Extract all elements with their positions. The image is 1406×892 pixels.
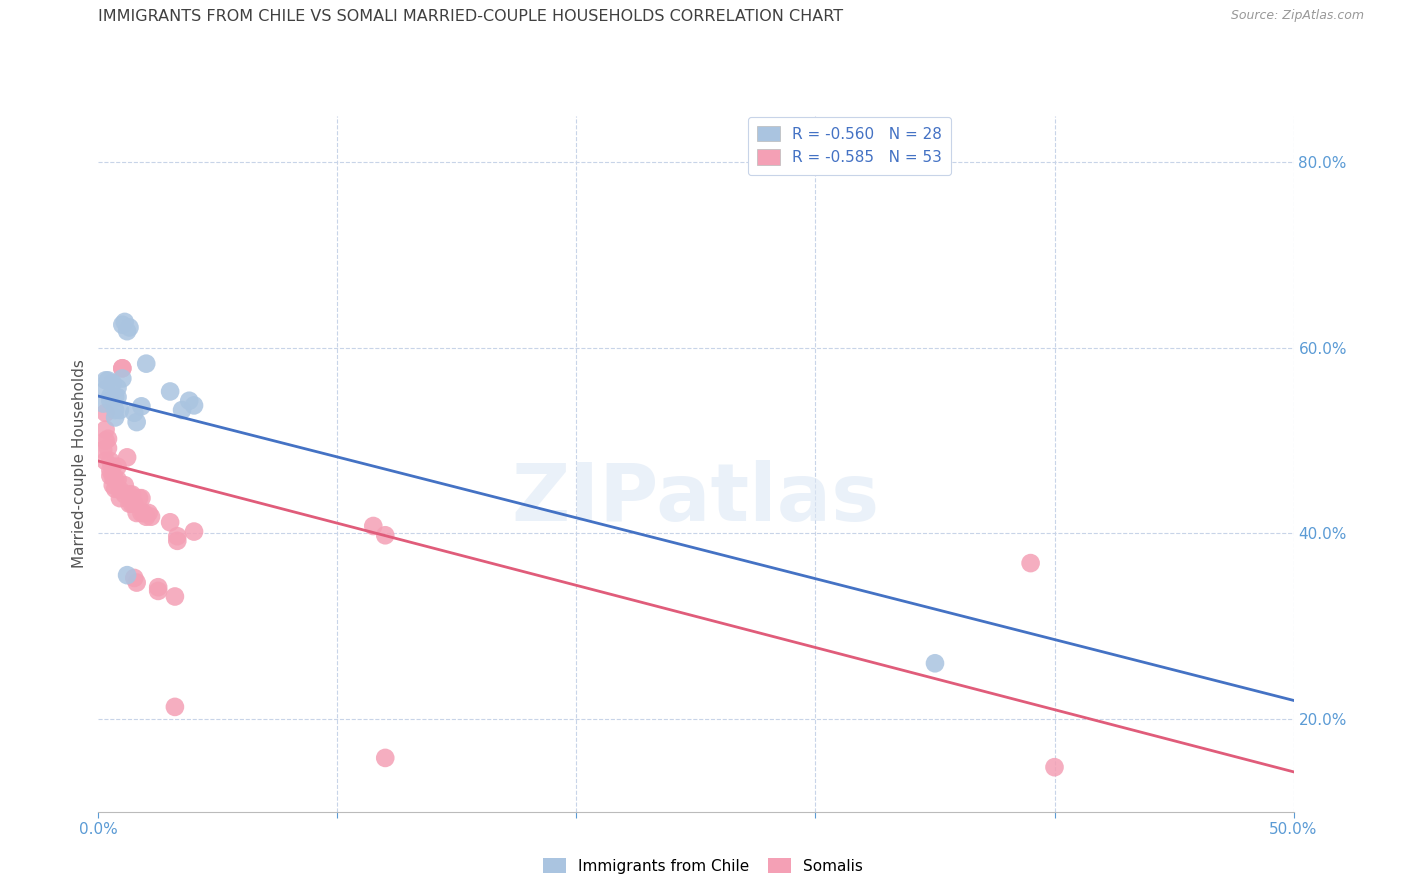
Point <box>104 390 127 404</box>
Point <box>124 497 146 511</box>
Point <box>1043 760 1066 774</box>
Point <box>101 478 124 492</box>
Point <box>108 483 131 497</box>
Point <box>132 506 155 520</box>
Point <box>166 533 188 548</box>
Point <box>104 410 127 425</box>
Point <box>111 361 134 376</box>
Point <box>121 497 143 511</box>
Point <box>121 492 143 507</box>
Point <box>115 324 138 338</box>
Point <box>138 506 160 520</box>
Point <box>91 396 114 410</box>
Y-axis label: Married-couple Households: Married-couple Households <box>72 359 87 568</box>
Point <box>374 528 396 542</box>
Point <box>114 487 136 501</box>
Point <box>131 506 153 520</box>
Point <box>94 423 117 437</box>
Point <box>166 529 188 543</box>
Point <box>108 403 131 417</box>
Point <box>97 441 120 455</box>
Point <box>108 491 131 505</box>
Point <box>94 406 117 420</box>
Point <box>98 393 122 408</box>
Point <box>98 389 122 403</box>
Point <box>107 459 129 474</box>
Legend: R = -0.560   N = 28, R = -0.585   N = 53: R = -0.560 N = 28, R = -0.585 N = 53 <box>748 117 952 175</box>
Point <box>125 415 148 429</box>
Point <box>125 506 148 520</box>
Point <box>172 403 194 417</box>
Text: Source: ZipAtlas.com: Source: ZipAtlas.com <box>1230 9 1364 22</box>
Point <box>135 357 157 371</box>
Point <box>118 487 141 501</box>
Point <box>118 497 141 511</box>
Point <box>111 371 134 385</box>
Point <box>124 571 146 585</box>
Point <box>125 575 148 590</box>
Point <box>101 376 124 391</box>
Point <box>1019 556 1042 570</box>
Point <box>159 384 181 399</box>
Point <box>94 454 117 468</box>
Point <box>374 751 396 765</box>
Point <box>148 583 170 598</box>
Point <box>179 393 201 408</box>
Point <box>107 473 129 487</box>
Text: IMMIGRANTS FROM CHILE VS SOMALI MARRIED-COUPLE HOUSEHOLDS CORRELATION CHART: IMMIGRANTS FROM CHILE VS SOMALI MARRIED-… <box>98 9 844 24</box>
Point <box>107 381 129 395</box>
Point <box>111 318 134 332</box>
Point <box>124 406 146 420</box>
Point <box>163 590 186 604</box>
Point <box>139 509 162 524</box>
Point <box>363 519 385 533</box>
Point <box>114 315 136 329</box>
Point <box>94 434 117 448</box>
Point <box>94 383 117 397</box>
Point <box>101 459 124 474</box>
Point <box>111 361 134 376</box>
Point <box>183 398 205 412</box>
Point <box>135 509 157 524</box>
Point <box>131 400 153 414</box>
Point <box>118 320 141 334</box>
Point <box>183 524 205 539</box>
Point <box>104 403 127 417</box>
Point <box>98 454 122 468</box>
Point <box>163 699 186 714</box>
Point <box>107 390 129 404</box>
Point <box>924 657 946 671</box>
Point <box>101 469 124 483</box>
Point <box>91 442 114 457</box>
Point <box>115 568 138 582</box>
Point <box>104 473 127 487</box>
Point <box>148 580 170 594</box>
Point <box>131 491 153 505</box>
Point <box>97 373 120 387</box>
Point <box>104 482 127 496</box>
Point <box>121 487 143 501</box>
Text: ZIPatlas: ZIPatlas <box>512 459 880 538</box>
Point <box>115 450 138 465</box>
Point <box>98 469 122 483</box>
Point <box>94 373 117 387</box>
Point <box>98 463 122 477</box>
Legend: Immigrants from Chile, Somalis: Immigrants from Chile, Somalis <box>537 852 869 880</box>
Point <box>97 432 120 446</box>
Point <box>114 478 136 492</box>
Point <box>159 516 181 530</box>
Point <box>128 491 150 505</box>
